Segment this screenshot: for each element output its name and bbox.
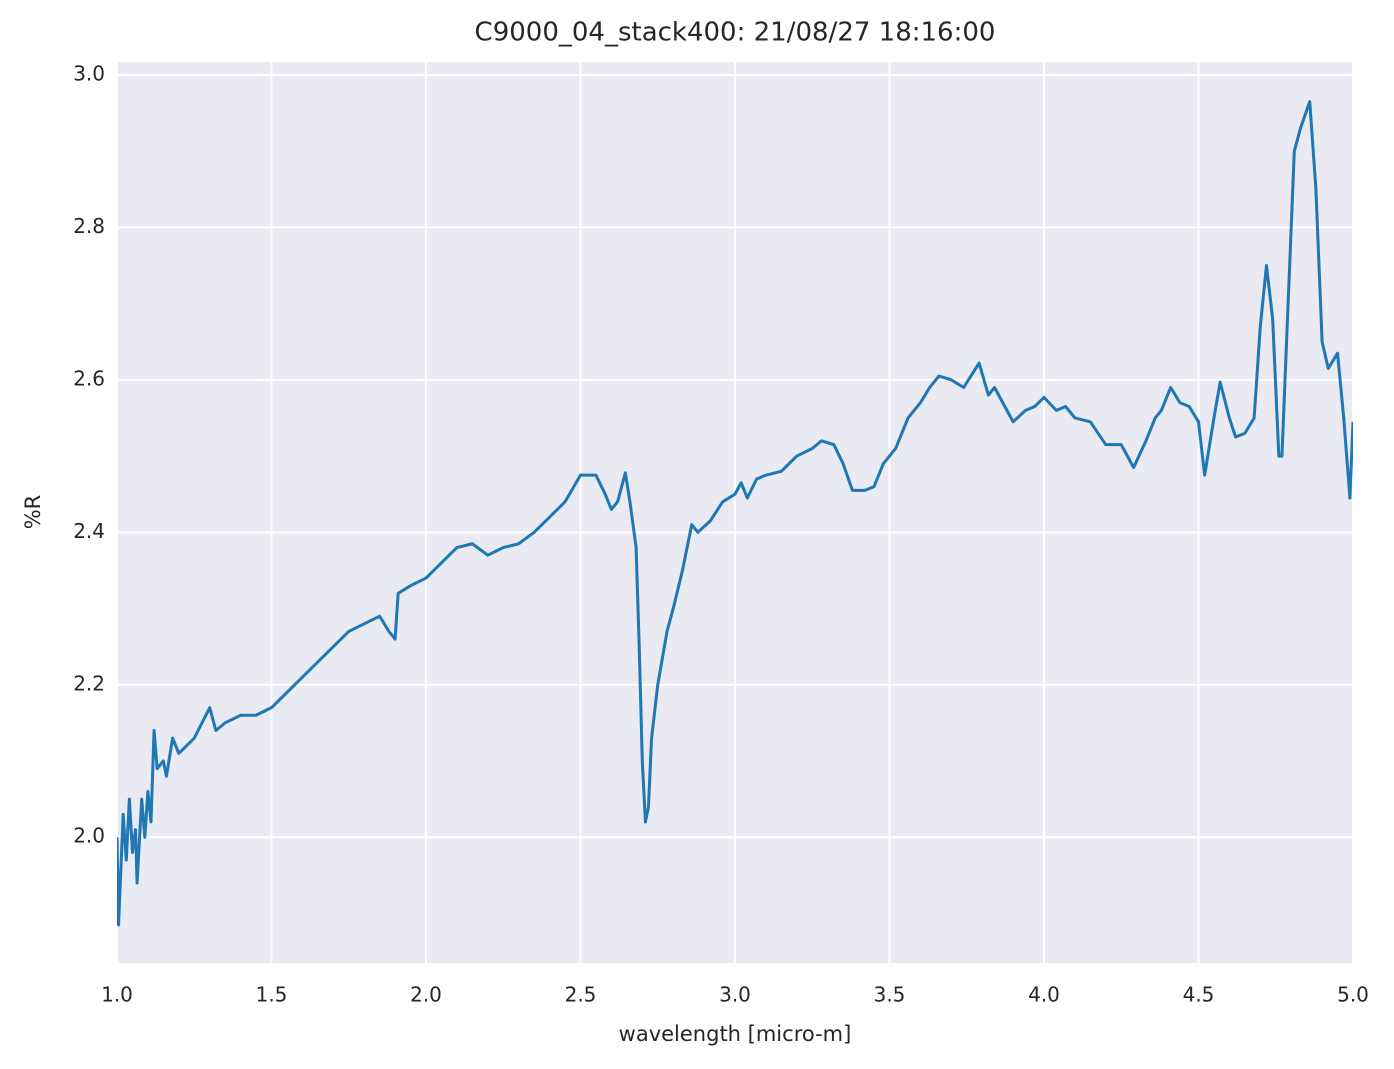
data-line bbox=[117, 100, 1353, 927]
chart-title: C9000_04_stack400: 21/08/27 18:16:00 bbox=[475, 18, 996, 48]
y-tick-label: 2.4 bbox=[73, 519, 105, 543]
x-tick-label: 4.5 bbox=[1183, 983, 1215, 1007]
x-tick-label: 1.5 bbox=[256, 983, 288, 1007]
x-tick-label: 5.0 bbox=[1337, 983, 1369, 1007]
y-tick-label: 2.6 bbox=[73, 366, 105, 390]
x-tick-label: 3.0 bbox=[719, 983, 751, 1007]
y-tick-label: 2.8 bbox=[73, 214, 105, 238]
y-tick-label: 2.0 bbox=[73, 824, 105, 848]
y-tick-label: 2.2 bbox=[73, 671, 105, 695]
x-tick-label: 1.0 bbox=[101, 983, 133, 1007]
x-tick-label: 4.0 bbox=[1028, 983, 1060, 1007]
x-tick-label: 2.0 bbox=[410, 983, 442, 1007]
y-axis-label: %R bbox=[21, 495, 45, 530]
x-tick-label: 3.5 bbox=[874, 983, 906, 1007]
x-tick-label: 2.5 bbox=[565, 983, 597, 1007]
x-axis-label: wavelength [micro-m] bbox=[619, 1022, 852, 1046]
y-tick-label: 3.0 bbox=[73, 61, 105, 85]
